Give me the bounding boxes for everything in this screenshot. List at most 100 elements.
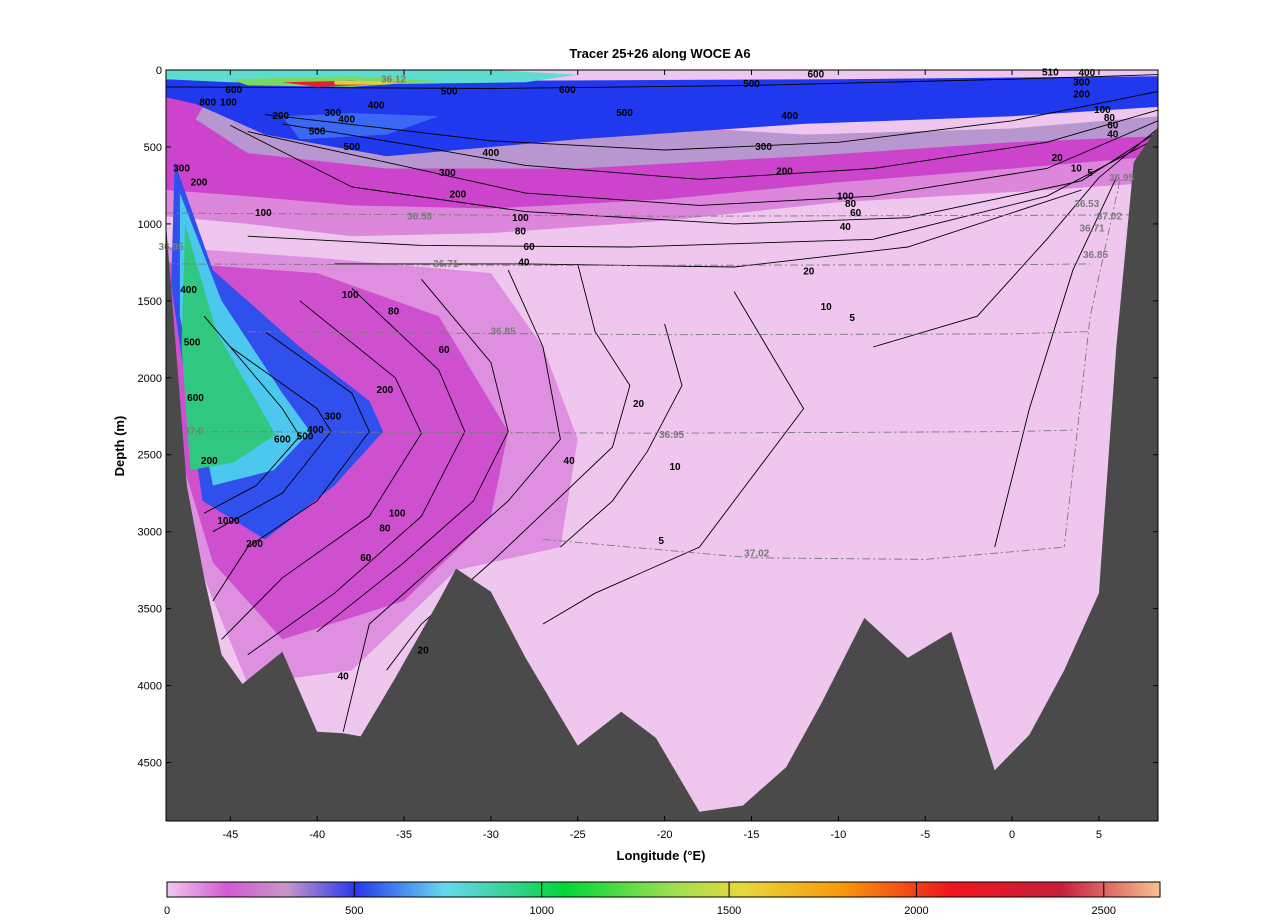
contour-label: 500	[441, 87, 458, 98]
colorbar-ramp	[166, 881, 1161, 898]
contour-label: 10	[1071, 164, 1083, 175]
contour-label: 400	[483, 148, 500, 159]
colorbar-tick-label: 0	[164, 905, 170, 917]
contour-label: 60	[438, 345, 450, 356]
density-36-53	[166, 212, 1158, 217]
y-tick-label: 2500	[138, 450, 162, 462]
contour-label: 80	[515, 227, 527, 238]
contour-mid-400	[203, 315, 301, 514]
colorbar-tick-label: 1000	[529, 905, 553, 917]
contour-mid-100	[221, 300, 422, 640]
y-tick-label: 2000	[138, 373, 162, 385]
field-core-green	[181, 223, 276, 471]
contour-label: 200	[191, 177, 208, 188]
contour-label: 200	[377, 385, 394, 396]
contour-label: 100	[1094, 105, 1111, 116]
contour-label: 300	[1073, 77, 1090, 88]
contour-label: 10	[669, 462, 681, 473]
contour-label: 60	[850, 208, 862, 219]
x-tick-label: -10	[830, 829, 846, 841]
density-37-02	[542, 538, 1065, 560]
colorbar-tick-label: 1500	[717, 905, 741, 917]
contour-label: 600	[274, 434, 291, 445]
contour-label: 100	[255, 208, 272, 219]
contour-mid-40	[342, 269, 561, 732]
colorbar-tick-label: 2500	[1092, 905, 1116, 917]
y-tick-label: 3000	[138, 527, 162, 539]
contour-label: 40	[564, 456, 576, 467]
density-label: 36.95	[1109, 173, 1134, 184]
density-label: 36.71	[433, 259, 458, 270]
y-axis: 0 500 1000 1500 2000 2500 3000 3500 4000 4500	[138, 65, 1158, 770]
contour-label: 5	[1087, 168, 1093, 179]
contour-label: 200	[272, 111, 289, 122]
contour-label: 40	[1107, 130, 1119, 141]
contour-label: 200	[450, 190, 467, 201]
contour-label: 600	[559, 85, 576, 96]
contour-label: 200	[1073, 90, 1090, 101]
x-axis: -45 -40 -35 -30 -25 -20 -15 -10 -5 0 5	[222, 70, 1102, 841]
contour-label: 400	[368, 101, 385, 112]
contour-label: 400	[1078, 68, 1095, 79]
contour-label: 100	[837, 191, 854, 202]
contour-label: 300	[173, 164, 190, 175]
contour-label: 40	[840, 222, 852, 233]
contour-label: 300	[755, 142, 772, 153]
colorbar-ticks: 0 500 1000 1500 2000 2500	[164, 882, 1116, 917]
contour-east	[872, 128, 1158, 348]
contour-label: 20	[633, 399, 645, 410]
density-lines	[166, 180, 1158, 560]
plot-area	[166, 70, 1158, 821]
y-tick-label: 1500	[138, 296, 162, 308]
contour-label: 40	[518, 257, 530, 268]
contour-label: 200	[776, 167, 793, 178]
contour-label: 60	[360, 553, 372, 564]
contour-mid-60	[316, 279, 509, 633]
density-label: 36.12	[381, 74, 406, 85]
contour-label: 500	[184, 338, 201, 349]
colorbar-tick-label: 2000	[904, 905, 928, 917]
y-axis-label: Depth (m)	[112, 416, 127, 477]
contour-label: 400	[307, 425, 324, 436]
contour-label: 20	[418, 645, 430, 656]
contour-label: 300	[324, 108, 341, 119]
contour-label: 1000	[217, 516, 240, 527]
contour-upper-7	[334, 189, 1082, 268]
contour-mid-200	[212, 331, 370, 602]
contour-upper-1	[166, 74, 1158, 89]
contour-label: 60	[1107, 121, 1119, 132]
contour-label: 600	[187, 393, 204, 404]
contour-label: 510	[1042, 67, 1059, 78]
contour-upper-2	[264, 91, 1158, 151]
chart-title: Tracer 25+26 along WOCE A6	[569, 46, 750, 61]
x-tick-label: -20	[657, 829, 673, 841]
contour-label: 20	[1052, 153, 1064, 164]
contour-label: 200	[201, 456, 218, 467]
colorbar-tick-label: 500	[345, 905, 363, 917]
contour-upper-6	[247, 137, 1158, 248]
field-surface-yellow	[334, 80, 404, 85]
contour-label: 100	[389, 508, 406, 519]
contour-label: 20	[803, 267, 815, 278]
x-tick-label: -25	[570, 829, 586, 841]
density-east	[1063, 180, 1121, 548]
x-tick-label: 5	[1096, 829, 1102, 841]
bathymetry	[166, 126, 1158, 821]
contour-mid-80	[247, 288, 466, 656]
contour-upper-5	[230, 124, 1158, 225]
contour-label: 5	[658, 536, 664, 547]
contour-label: 600	[225, 85, 242, 96]
density-36-71	[166, 263, 1091, 266]
contour-label: 500	[344, 142, 361, 153]
contour-label: 200	[246, 539, 263, 550]
density-label: 36.53	[407, 211, 432, 222]
density-label: 36.85	[1083, 250, 1108, 261]
field-upper-blue	[166, 76, 1158, 157]
contour-mid-300	[212, 346, 332, 533]
density-label: 36.95	[159, 242, 184, 253]
contour-shelf	[994, 177, 1117, 548]
contour-label: 60	[524, 242, 536, 253]
y-tick-label: 4000	[138, 681, 162, 693]
